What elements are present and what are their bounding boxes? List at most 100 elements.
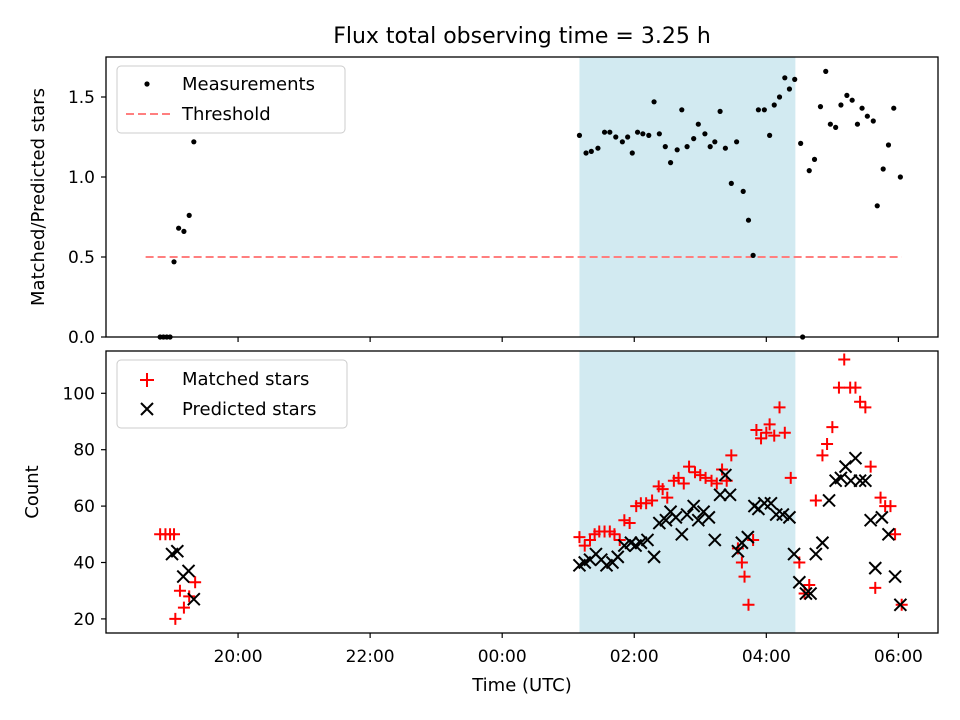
predicted-star-point [893, 598, 908, 612]
measurement-point [583, 150, 589, 156]
predicted-star-point [723, 488, 737, 502]
measurement-point [691, 136, 697, 142]
predicted-star-point [868, 561, 882, 575]
matched-star-point [859, 401, 872, 414]
bottom-ytick-label: 80 [73, 441, 95, 461]
measurement-point [844, 92, 850, 98]
measurement-point [823, 68, 829, 74]
predicted-star-point [764, 496, 778, 510]
matched-star-point [716, 463, 729, 476]
matched-star-point [768, 429, 781, 442]
bottom-ytick-label: 40 [73, 554, 95, 574]
measurement-point [771, 102, 777, 108]
measurement-point [629, 150, 635, 156]
matched-star-point [623, 517, 636, 530]
observing-window-region [579, 57, 796, 337]
measurement-point [811, 156, 818, 162]
predicted-star-point [669, 510, 683, 525]
measurement-point [786, 86, 793, 92]
top-ytick-label: 0.5 [68, 248, 95, 268]
matched-star-point [755, 432, 768, 445]
matched-star-point [738, 570, 751, 583]
predicted-star-point [787, 547, 801, 561]
matched-star-point [838, 353, 851, 366]
measurement-point [619, 139, 625, 145]
measurement-point [864, 113, 870, 119]
measurement-point [838, 102, 844, 108]
top-ytick-label: 0.0 [68, 328, 95, 348]
measurement-point [607, 129, 613, 135]
predicted-star-point [853, 474, 867, 488]
measurement-point [717, 108, 723, 114]
measurement-point [750, 252, 756, 258]
matched-star-point [821, 438, 834, 451]
matched-star-point [809, 494, 822, 507]
legend-threshold-label: Threshold [181, 104, 271, 125]
top-legend: Measurements Threshold [116, 65, 346, 134]
measurement-point [601, 129, 608, 135]
matched-star-point [747, 533, 760, 546]
matched-star-point [826, 421, 839, 434]
bottom-axes-frame [105, 350, 939, 634]
matched-star-point [640, 497, 653, 510]
measurement-point [761, 107, 767, 113]
matched-star-point [189, 576, 202, 589]
xtick-label: 04:00 [742, 647, 791, 667]
predicted-star-point [815, 536, 830, 550]
predicted-star-point [875, 510, 889, 525]
measurement-point [734, 139, 740, 145]
matched-star-point [773, 401, 786, 414]
matched-star-point [778, 426, 791, 439]
measurement-point [745, 217, 752, 223]
legend-measurements-label: Measurements [182, 74, 315, 95]
bottom-ytick-label: 20 [73, 610, 95, 630]
measurement-point [662, 144, 668, 150]
matched-star-point [784, 471, 797, 484]
predicted-star-point [187, 592, 201, 606]
predicted-star-point [858, 474, 873, 488]
predicted-star-point [809, 547, 823, 561]
measurement-point [191, 139, 197, 145]
measurement-point [806, 168, 812, 174]
matched-star-point [578, 539, 591, 552]
matched-star-point [683, 460, 696, 473]
measurement-point [755, 107, 761, 113]
x-axis-label: Time (UTC) [471, 675, 572, 696]
measurement-point [613, 134, 619, 140]
matched-star-point [183, 590, 196, 603]
matched-star-point [849, 381, 862, 394]
matched-star-point [689, 466, 702, 479]
measurement-point [833, 124, 839, 130]
matched-star-point [618, 514, 631, 527]
measurement-point [684, 144, 690, 150]
matched-star-point [742, 598, 755, 611]
matched-star-point [750, 423, 763, 436]
xtick-label: 20:00 [214, 647, 263, 667]
measurement-point [186, 212, 192, 218]
matched-star-point [874, 491, 887, 504]
predicted-star-point [848, 451, 863, 465]
predicted-star-point [731, 544, 745, 558]
matched-star-point [760, 426, 773, 439]
measurement-point [674, 147, 680, 153]
measurement-point [176, 225, 182, 231]
measurement-point [679, 107, 685, 113]
matched-star-point [869, 581, 882, 594]
measurement-point [880, 166, 886, 172]
matched-star-point [608, 528, 621, 541]
matched-star-point [661, 491, 674, 504]
measurement-point [702, 131, 708, 137]
measurement-point [792, 76, 798, 82]
predicted-star-point [675, 527, 689, 542]
top-ytick-label: 1.5 [68, 88, 95, 108]
legend-predicted-label: Predicted stars [182, 399, 316, 420]
predicted-star-point [170, 544, 185, 558]
matched-star-point [735, 556, 748, 569]
measurement-point [897, 174, 903, 180]
top-axes-frame [105, 56, 939, 338]
legend-matched-label: Matched stars [182, 369, 309, 390]
matched-star-point [832, 381, 845, 394]
measurement-point [695, 121, 701, 127]
measurement-point [817, 104, 824, 110]
